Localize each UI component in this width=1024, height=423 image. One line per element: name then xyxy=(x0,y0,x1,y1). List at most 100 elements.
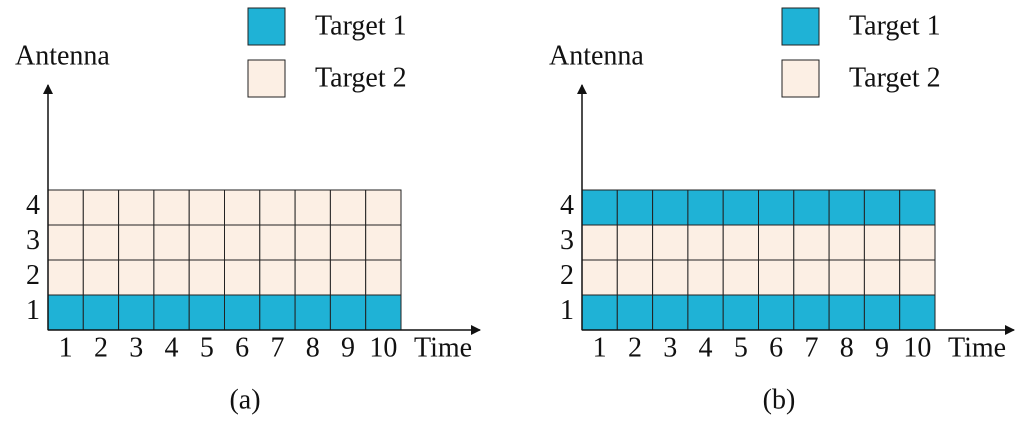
cell xyxy=(828,224,865,261)
cell xyxy=(722,294,760,331)
legend-label: Target 1 xyxy=(849,10,941,41)
cell xyxy=(828,259,865,296)
cell xyxy=(188,294,225,331)
cell xyxy=(365,224,402,261)
cell xyxy=(47,259,84,296)
cell xyxy=(652,294,689,331)
cell xyxy=(224,224,261,261)
cell xyxy=(294,224,331,261)
cell xyxy=(581,259,618,296)
y-axis-label: Antenna xyxy=(15,40,110,71)
cell xyxy=(153,224,190,261)
time-label: 3 xyxy=(129,332,143,363)
time-label: 10 xyxy=(369,332,397,363)
cell xyxy=(616,259,654,296)
cell xyxy=(294,189,331,226)
cell xyxy=(329,259,367,296)
cell xyxy=(153,189,190,226)
time-label: 1 xyxy=(593,332,607,363)
cell xyxy=(793,224,830,261)
cell xyxy=(329,224,367,261)
time-label: 5 xyxy=(200,332,214,363)
time-label: 5 xyxy=(734,332,748,363)
cell xyxy=(616,224,654,261)
legend-swatch xyxy=(247,59,286,98)
cell xyxy=(652,259,689,296)
cell xyxy=(793,294,830,331)
cell xyxy=(687,294,724,331)
cell xyxy=(652,189,689,226)
cell xyxy=(118,294,155,331)
cell xyxy=(581,189,618,226)
cell xyxy=(828,189,865,226)
cell xyxy=(259,259,296,296)
antenna-label: 3 xyxy=(560,225,574,256)
cell xyxy=(224,259,261,296)
cell xyxy=(616,294,654,331)
legend-swatch xyxy=(781,7,820,46)
time-label: 7 xyxy=(270,332,284,363)
cell xyxy=(365,189,402,226)
cell xyxy=(118,189,155,226)
cell xyxy=(294,259,331,296)
time-label: 2 xyxy=(94,332,108,363)
cell xyxy=(899,259,936,296)
time-label: 3 xyxy=(663,332,677,363)
legend-label: Target 1 xyxy=(315,10,407,41)
cell xyxy=(118,224,155,261)
cell xyxy=(899,294,936,331)
time-label: 9 xyxy=(341,332,355,363)
cell xyxy=(863,259,901,296)
cell xyxy=(863,294,901,331)
cell xyxy=(259,189,296,226)
cell xyxy=(47,189,84,226)
cell xyxy=(581,224,618,261)
cell xyxy=(758,259,795,296)
cell xyxy=(82,259,120,296)
caption: (b) xyxy=(763,384,796,415)
cell xyxy=(188,259,225,296)
cell xyxy=(259,294,296,331)
time-label: 8 xyxy=(840,332,854,363)
cell xyxy=(863,224,901,261)
time-label: 4 xyxy=(165,332,179,363)
x-axis-label: Time xyxy=(414,332,472,363)
cell xyxy=(863,189,901,226)
cell xyxy=(365,259,402,296)
antenna-label: 1 xyxy=(26,295,40,326)
antenna-label: 2 xyxy=(560,260,574,291)
cell xyxy=(188,189,225,226)
x-axis-label: Time xyxy=(948,332,1006,363)
cell xyxy=(899,189,936,226)
cell xyxy=(687,224,724,261)
antenna-label: 4 xyxy=(26,190,40,221)
cell xyxy=(793,189,830,226)
time-label: 1 xyxy=(59,332,73,363)
legend-swatch xyxy=(247,7,286,46)
cell xyxy=(828,294,865,331)
cell xyxy=(758,224,795,261)
cell xyxy=(224,294,261,331)
cell xyxy=(118,259,155,296)
time-label: 6 xyxy=(769,332,783,363)
cell xyxy=(758,189,795,226)
cell xyxy=(652,224,689,261)
legend-swatch xyxy=(781,59,820,98)
time-label: 6 xyxy=(235,332,249,363)
cell xyxy=(329,189,367,226)
caption: (a) xyxy=(229,384,260,415)
cell xyxy=(616,189,654,226)
cell xyxy=(722,259,760,296)
antenna-label: 2 xyxy=(26,260,40,291)
cell xyxy=(47,294,84,331)
cell xyxy=(722,224,760,261)
time-label: 2 xyxy=(628,332,642,363)
time-label: 10 xyxy=(903,332,931,363)
cell xyxy=(294,294,331,331)
antenna-label: 1 xyxy=(560,295,574,326)
cell xyxy=(153,294,190,331)
cell xyxy=(722,189,760,226)
cell xyxy=(793,259,830,296)
cell xyxy=(82,294,120,331)
